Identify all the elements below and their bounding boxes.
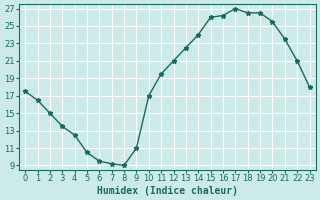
X-axis label: Humidex (Indice chaleur): Humidex (Indice chaleur) [97,186,238,196]
